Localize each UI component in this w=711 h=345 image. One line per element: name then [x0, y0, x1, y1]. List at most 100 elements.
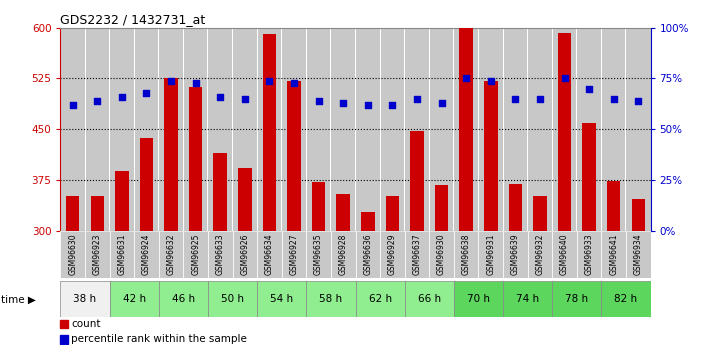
Point [534, 96, 545, 101]
Text: 70 h: 70 h [467, 294, 490, 304]
Text: GSM96638: GSM96638 [461, 234, 471, 275]
Bar [109, 281, 159, 317]
Bar [159, 28, 183, 231]
Text: GSM96634: GSM96634 [265, 234, 274, 275]
Text: GSM96927: GSM96927 [289, 234, 299, 275]
Bar [140, 138, 154, 231]
Point [141, 90, 152, 96]
Text: GSM96923: GSM96923 [93, 234, 102, 275]
Point [92, 98, 103, 104]
Bar [232, 28, 257, 231]
Bar [503, 231, 528, 278]
Point [313, 98, 324, 104]
Bar [454, 281, 503, 317]
Point [215, 94, 226, 100]
Bar [479, 28, 503, 231]
Bar [306, 28, 307, 231]
Bar [356, 231, 380, 278]
Text: GSM96630: GSM96630 [68, 234, 77, 275]
Bar [602, 231, 626, 278]
Bar [355, 28, 356, 231]
Bar [528, 231, 552, 278]
Bar [208, 28, 232, 231]
Bar [607, 181, 621, 231]
Point [608, 96, 619, 101]
Text: 46 h: 46 h [172, 294, 195, 304]
Text: 82 h: 82 h [614, 294, 638, 304]
Bar [262, 34, 276, 231]
Point [485, 78, 496, 83]
Text: GSM96932: GSM96932 [535, 234, 545, 275]
Bar [257, 28, 282, 231]
Text: 62 h: 62 h [368, 294, 392, 304]
Bar [552, 28, 577, 231]
Bar [552, 281, 602, 317]
Bar [361, 212, 375, 231]
Bar [356, 28, 380, 231]
Bar [528, 28, 552, 231]
Bar [435, 185, 449, 231]
Bar [183, 28, 208, 231]
Text: GSM96933: GSM96933 [584, 234, 594, 275]
Bar [115, 171, 129, 231]
Bar [533, 196, 547, 231]
Text: GSM96635: GSM96635 [314, 234, 323, 275]
Bar [557, 33, 571, 231]
Bar [60, 28, 85, 231]
Bar [306, 28, 331, 231]
Text: GSM96934: GSM96934 [634, 234, 643, 275]
Bar [478, 28, 479, 231]
Text: GSM96930: GSM96930 [437, 234, 446, 275]
Bar [336, 194, 350, 231]
Bar [508, 184, 522, 231]
Bar [306, 281, 356, 317]
Text: 50 h: 50 h [221, 294, 244, 304]
Bar [331, 28, 356, 231]
Point [387, 102, 398, 108]
Bar [380, 231, 405, 278]
Bar [109, 231, 134, 278]
Point [289, 80, 300, 85]
Bar [90, 196, 104, 231]
Bar [356, 281, 405, 317]
Text: time ▶: time ▶ [1, 294, 36, 304]
Point [116, 94, 127, 100]
Text: GSM96641: GSM96641 [609, 234, 618, 275]
Text: 54 h: 54 h [270, 294, 294, 304]
Point [362, 102, 373, 108]
Point [190, 80, 201, 85]
Point [461, 76, 472, 81]
Text: GSM96639: GSM96639 [510, 234, 520, 275]
Bar [159, 231, 183, 278]
Bar [60, 281, 109, 317]
Bar [503, 281, 552, 317]
Text: GSM96931: GSM96931 [486, 234, 496, 275]
Point [264, 78, 275, 83]
Bar [380, 28, 405, 231]
Point [510, 96, 521, 101]
Bar [183, 231, 208, 278]
Point [584, 86, 595, 91]
Bar [60, 335, 68, 344]
Bar [577, 231, 602, 278]
Bar [454, 231, 479, 278]
Bar [189, 87, 203, 231]
Text: GSM96924: GSM96924 [142, 234, 151, 275]
Text: 78 h: 78 h [565, 294, 589, 304]
Bar [312, 181, 326, 231]
Bar [405, 231, 429, 278]
Point [559, 76, 570, 81]
Bar [459, 27, 473, 231]
Text: GSM96926: GSM96926 [240, 234, 250, 275]
Point [166, 78, 177, 83]
Bar [60, 320, 68, 328]
Point [411, 96, 422, 101]
Bar [503, 28, 528, 231]
Bar [552, 231, 577, 278]
Bar [134, 28, 159, 231]
Text: GSM96925: GSM96925 [191, 234, 201, 275]
Bar [208, 231, 232, 278]
Bar [306, 231, 331, 278]
Text: GSM96636: GSM96636 [363, 234, 373, 275]
Bar [602, 28, 626, 231]
